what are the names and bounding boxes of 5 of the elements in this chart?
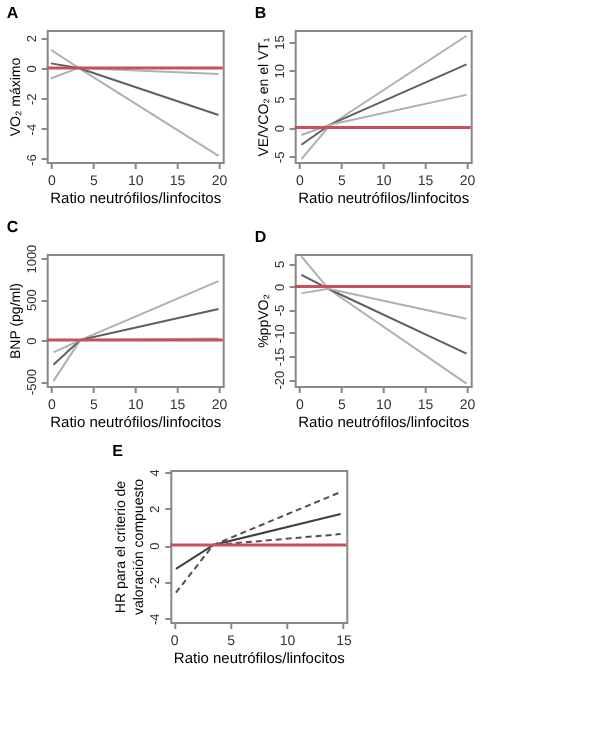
chart-title: D [254,228,267,246]
chart-title: C [6,217,19,236]
chart-title: A [6,4,19,22]
chart-title: B [254,4,267,22]
chart-title: E [112,442,125,461]
